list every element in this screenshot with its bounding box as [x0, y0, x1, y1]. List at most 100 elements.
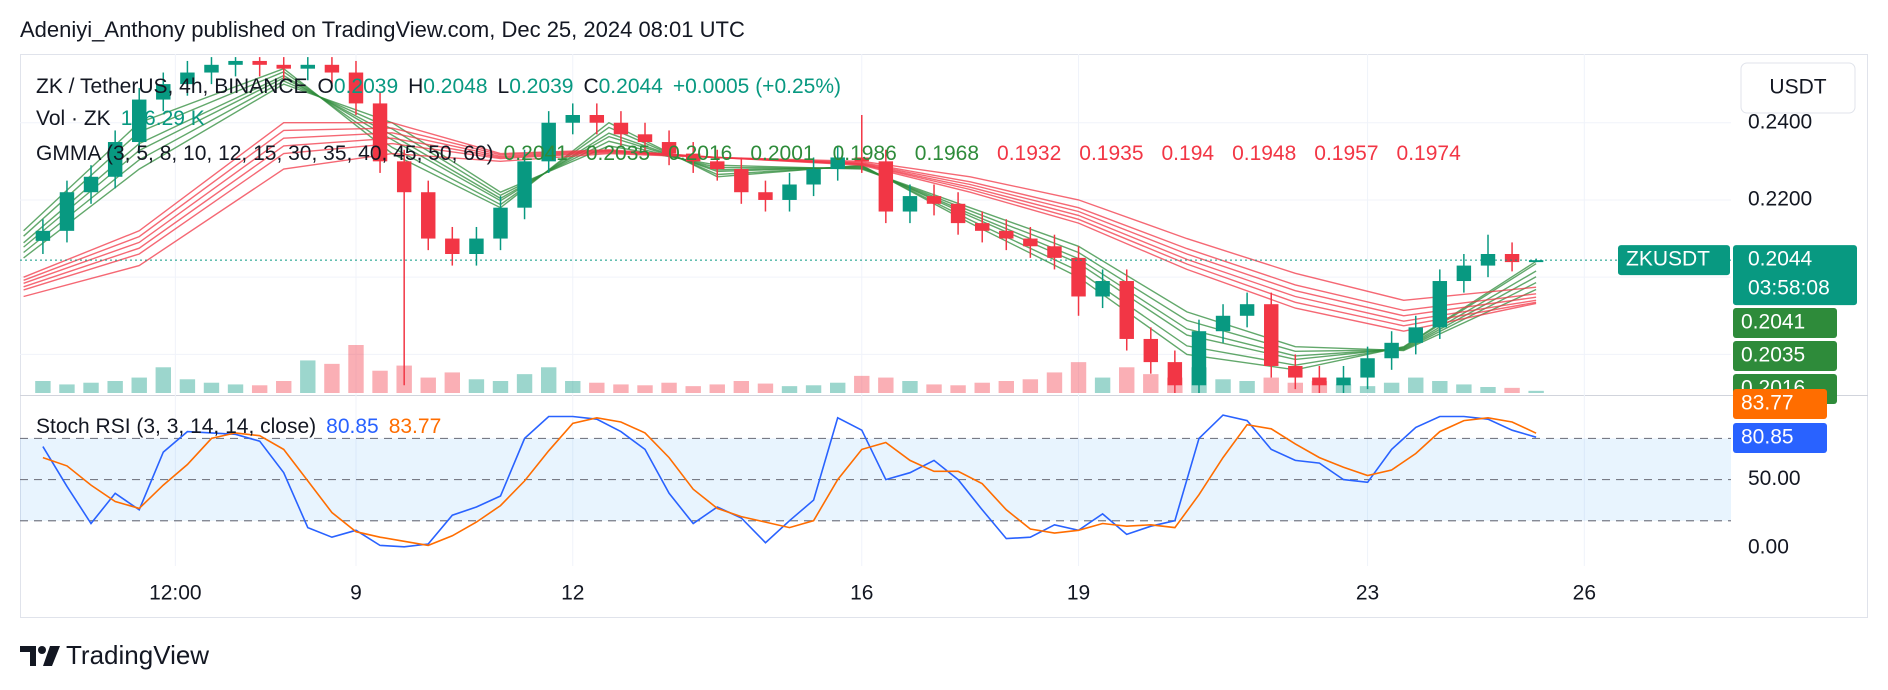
candle-body — [276, 64, 291, 69]
volume-bar — [637, 385, 653, 393]
candle-body — [710, 161, 725, 170]
volume-bar — [565, 381, 581, 393]
ohlc-label: C — [583, 75, 599, 98]
ohlc-value: 0.2039 — [509, 75, 574, 98]
volume-bar — [276, 381, 292, 393]
candle-body — [1167, 362, 1183, 386]
stoch-label: 83.77 — [1733, 389, 1827, 419]
volume-bar — [589, 382, 605, 393]
candle-body — [999, 230, 1014, 239]
candle-body — [517, 161, 532, 208]
gmma-legend: GMMA (3, 5, 8, 10, 12, 15, 30, 35, 40, 4… — [36, 140, 1479, 168]
gmma-label: 0.2035 — [1733, 341, 1837, 371]
y-tick-label: 0.2400 — [1748, 110, 1812, 133]
candle-body — [372, 103, 388, 162]
candle-body — [637, 134, 653, 143]
candle-body — [228, 60, 243, 65]
gmma-value: 0.2035 — [585, 142, 651, 165]
candle-body — [445, 238, 460, 255]
candle-body — [878, 161, 894, 212]
volume-title: Vol · ZK — [36, 107, 111, 130]
stoch-label-text: 80.85 — [1741, 426, 1794, 449]
candle-body — [107, 142, 123, 177]
author-line: Adeniyi_Anthony published on TradingView… — [20, 17, 745, 42]
candle-body — [589, 115, 605, 123]
volume-bar — [324, 363, 340, 393]
currency-button[interactable]: USDT — [1740, 62, 1856, 114]
volume-bar — [950, 385, 966, 393]
volume-bar — [1119, 367, 1135, 393]
candle-body — [782, 184, 797, 200]
candle-body — [854, 157, 869, 162]
candle-body — [204, 64, 219, 73]
volume-bar — [709, 384, 725, 393]
gmma-value: 0.1935 — [1079, 142, 1144, 165]
volume-bar — [613, 384, 629, 393]
volume-bar — [781, 386, 798, 393]
volume-bar — [902, 381, 918, 393]
candle-body — [1456, 265, 1472, 282]
candle-body — [469, 238, 484, 255]
volume-bar — [733, 381, 750, 393]
volume-bar — [59, 384, 75, 393]
ohlc-value: 0.2048 — [423, 75, 488, 98]
ohlc-value: 0.2039 — [333, 75, 399, 98]
x-tick-label: 23 — [1356, 582, 1379, 605]
candle-body — [806, 169, 821, 185]
candle-body — [1408, 327, 1423, 343]
stoch-line — [42, 414, 1537, 548]
volume-bar — [179, 379, 196, 393]
volume-bar — [155, 367, 171, 393]
volume-value: 126.29 K — [120, 107, 205, 130]
stoch-label: 80.85 — [1733, 423, 1827, 453]
volume-bar — [1432, 381, 1448, 393]
candle-body — [1336, 377, 1351, 386]
volume-bar — [926, 384, 942, 393]
candle-body — [1528, 260, 1544, 263]
volume-bar — [251, 385, 268, 393]
volume-bar — [516, 374, 533, 393]
candle-body — [902, 196, 918, 212]
volume-bar — [757, 383, 774, 393]
volume-bar — [1094, 377, 1111, 393]
volume-bar — [805, 385, 822, 393]
volume-bar — [998, 381, 1014, 393]
candle-body — [734, 169, 749, 193]
gmma-line — [23, 71, 1537, 366]
candle-body — [758, 192, 773, 200]
countdown-label: 03:58:08 — [1748, 277, 1830, 300]
volume-bar — [131, 377, 147, 393]
gmma-value: 0.1948 — [1232, 142, 1297, 165]
volume-bar — [1143, 374, 1159, 393]
gmma-value: 0.194 — [1161, 142, 1215, 165]
volume-bar — [372, 370, 388, 393]
volume-bar — [540, 367, 557, 393]
y-tick-label: 50.00 — [1748, 467, 1801, 490]
gmma-line — [23, 74, 1537, 361]
volume-bar — [1263, 377, 1279, 393]
gmma-value: 0.2041 — [503, 142, 568, 165]
candle-body — [132, 99, 147, 143]
ohlc-label: H — [408, 75, 424, 98]
volume-bar — [227, 384, 244, 393]
gmma-value: 0.2001 — [750, 142, 815, 165]
volume-bar — [1456, 384, 1472, 393]
candle-body — [830, 157, 845, 170]
volume-bar — [1408, 377, 1424, 393]
candle-body — [1264, 304, 1279, 366]
stoch-title: Stoch RSI (3, 3, 14, 14, close) — [36, 415, 317, 438]
volume-bar — [1528, 390, 1544, 393]
volume-bar — [1070, 362, 1087, 393]
candle-body — [1384, 342, 1399, 359]
y-tick-label: 0.2200 — [1748, 187, 1812, 210]
tradingview-logo — [20, 646, 60, 666]
volume-bar — [974, 382, 990, 393]
volume-bar — [1480, 387, 1496, 393]
volume-bar — [83, 382, 99, 393]
stoch-label-text: 83.77 — [1741, 392, 1794, 415]
volume-bar — [1359, 386, 1376, 393]
volume-bar — [685, 386, 701, 393]
volume-bar — [300, 360, 316, 393]
